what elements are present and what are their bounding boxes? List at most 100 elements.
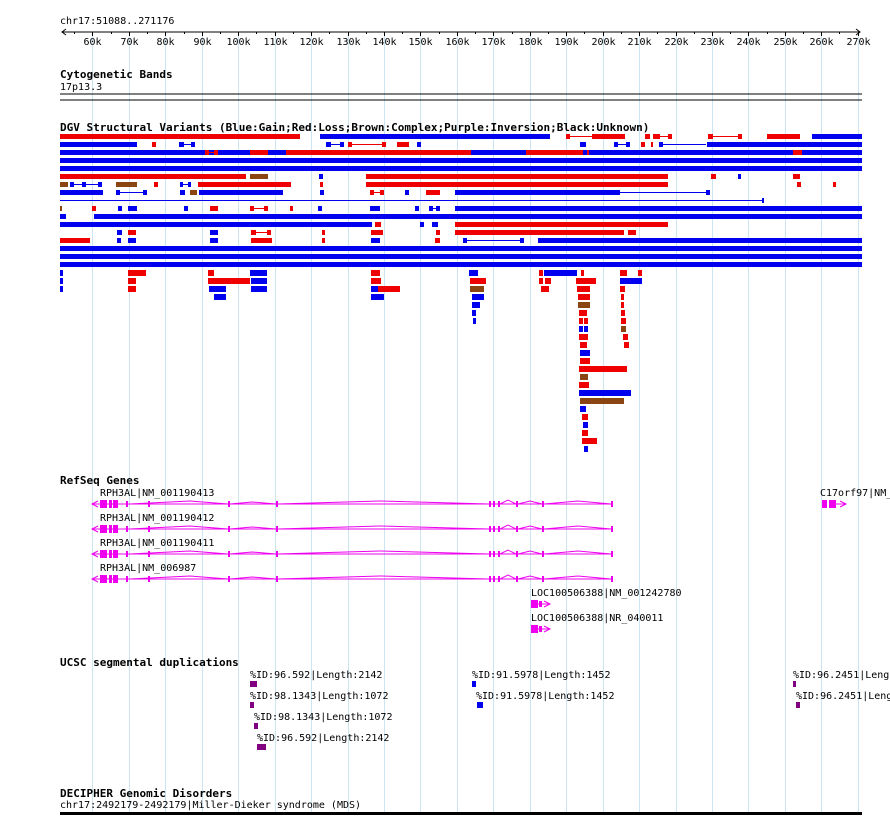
- sv-feature[interactable]: [267, 230, 271, 235]
- sv-feature[interactable]: [60, 134, 300, 139]
- sv-feature[interactable]: [60, 286, 63, 292]
- sv-feature[interactable]: [578, 294, 590, 300]
- sv-feature[interactable]: [380, 190, 384, 195]
- sv-feature[interactable]: [455, 190, 620, 195]
- gene-exon[interactable]: [276, 501, 278, 507]
- sv-feature[interactable]: [198, 182, 291, 187]
- sv-feature[interactable]: [614, 142, 618, 147]
- gene-exon[interactable]: [493, 576, 495, 582]
- sv-feature[interactable]: [580, 406, 586, 412]
- sv-feature[interactable]: [116, 190, 120, 195]
- sv-feature[interactable]: [320, 190, 324, 195]
- gene-exon[interactable]: [489, 501, 491, 507]
- sv-feature[interactable]: [214, 150, 218, 155]
- sv-feature[interactable]: [180, 190, 185, 195]
- sv-feature[interactable]: [60, 166, 862, 171]
- gene-exon[interactable]: [100, 500, 107, 508]
- gene-exon[interactable]: [498, 551, 500, 557]
- gene-exon[interactable]: [516, 576, 518, 582]
- sv-feature[interactable]: [774, 150, 778, 155]
- sv-feature[interactable]: [60, 270, 63, 276]
- sv-feature[interactable]: [584, 446, 588, 452]
- segdup-feature[interactable]: [254, 723, 258, 729]
- sv-feature[interactable]: [251, 286, 267, 292]
- gene-exon[interactable]: [276, 526, 278, 532]
- sv-feature[interactable]: [214, 294, 226, 300]
- sv-feature[interactable]: [580, 374, 588, 380]
- sv-feature[interactable]: [767, 134, 800, 139]
- gene-exon[interactable]: [148, 501, 150, 507]
- sv-feature[interactable]: [579, 366, 627, 372]
- gene-exon[interactable]: [829, 500, 836, 508]
- sv-feature[interactable]: [60, 158, 862, 163]
- sv-feature[interactable]: [472, 302, 480, 308]
- gene-exon[interactable]: [498, 576, 500, 582]
- sv-feature[interactable]: [455, 206, 862, 211]
- sv-feature[interactable]: [180, 182, 183, 187]
- sv-feature[interactable]: [286, 150, 471, 155]
- sv-feature[interactable]: [208, 270, 214, 276]
- sv-feature[interactable]: [60, 182, 68, 187]
- gene-exon[interactable]: [100, 575, 107, 583]
- refseq-track[interactable]: RPH3AL|NM_001190413 RPH3AL|NM_001190412 …: [90, 488, 890, 633]
- sv-feature[interactable]: [340, 142, 344, 147]
- sv-feature[interactable]: [371, 238, 380, 243]
- sv-feature[interactable]: [154, 182, 158, 187]
- sv-feature[interactable]: [653, 134, 660, 139]
- gene-exon[interactable]: [542, 526, 544, 532]
- sv-feature[interactable]: [582, 414, 588, 420]
- sv-feature[interactable]: [188, 182, 191, 187]
- sv-feature[interactable]: [596, 134, 625, 139]
- sv-feature[interactable]: [429, 206, 433, 211]
- sv-feature[interactable]: [645, 134, 650, 139]
- gene-exon[interactable]: [516, 551, 518, 557]
- sv-feature[interactable]: [250, 206, 254, 211]
- sv-feature[interactable]: [184, 206, 188, 211]
- gene-exon[interactable]: [498, 501, 500, 507]
- sv-feature[interactable]: [128, 278, 136, 284]
- sv-feature[interactable]: [208, 278, 250, 284]
- sv-feature[interactable]: [210, 238, 218, 243]
- sv-feature[interactable]: [793, 150, 802, 155]
- gene-exon[interactable]: [113, 500, 118, 508]
- sv-feature[interactable]: [174, 150, 177, 155]
- sv-feature[interactable]: [708, 134, 713, 139]
- sv-feature[interactable]: [366, 174, 668, 179]
- gene-exon[interactable]: [109, 500, 112, 508]
- sv-feature[interactable]: [199, 190, 283, 195]
- sv-feature[interactable]: [711, 174, 716, 179]
- sv-feature[interactable]: [82, 182, 86, 187]
- sv-feature[interactable]: [436, 230, 440, 235]
- gene-exon[interactable]: [113, 550, 118, 558]
- gene-exon[interactable]: [276, 576, 278, 582]
- sv-feature[interactable]: [580, 358, 590, 364]
- sv-feature[interactable]: [191, 142, 195, 147]
- sv-feature[interactable]: [98, 182, 102, 187]
- segdup-feature[interactable]: [796, 702, 800, 708]
- sv-feature[interactable]: [190, 190, 197, 195]
- sv-feature[interactable]: [584, 326, 588, 332]
- sv-feature[interactable]: [415, 206, 419, 211]
- sv-feature[interactable]: [707, 142, 862, 147]
- sv-feature[interactable]: [60, 238, 90, 243]
- sv-feature[interactable]: [420, 222, 424, 227]
- sv-feature[interactable]: [205, 150, 209, 155]
- sv-feature[interactable]: [250, 270, 267, 276]
- sv-feature[interactable]: [320, 134, 550, 139]
- gene-exon[interactable]: [542, 501, 544, 507]
- segdup-feature[interactable]: [250, 702, 254, 708]
- sv-feature[interactable]: [251, 278, 267, 284]
- sv-feature[interactable]: [737, 150, 741, 155]
- sv-feature[interactable]: [579, 318, 583, 324]
- sv-feature[interactable]: [322, 238, 325, 243]
- sv-feature[interactable]: [370, 190, 374, 195]
- gene-exon[interactable]: [126, 551, 128, 557]
- sv-feature[interactable]: [621, 318, 626, 324]
- segdup-feature[interactable]: [477, 702, 483, 708]
- gene-exon[interactable]: [113, 575, 118, 583]
- sv-feature[interactable]: [405, 190, 409, 195]
- sv-feature[interactable]: [378, 286, 400, 292]
- sv-feature[interactable]: [60, 142, 137, 147]
- sv-feature[interactable]: [621, 302, 624, 308]
- sv-feature[interactable]: [539, 270, 543, 276]
